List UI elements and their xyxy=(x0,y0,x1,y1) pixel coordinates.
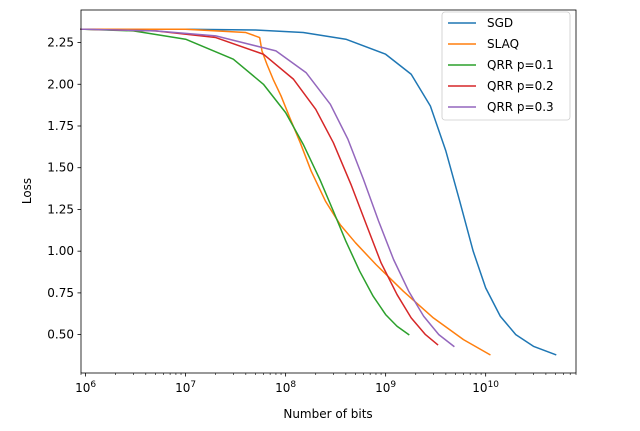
series-line-0 xyxy=(80,28,557,356)
plot-frame xyxy=(80,9,577,374)
series-line-2 xyxy=(80,28,410,336)
y-tick-label-2: 1.00 xyxy=(47,244,74,258)
legend-label-2: QRR p=0.1 xyxy=(487,58,554,72)
y-axis-label: Loss xyxy=(20,178,34,204)
y-tick-label-5: 1.75 xyxy=(47,119,74,133)
x-tick-label-4: 1010 xyxy=(472,380,499,395)
legend-label-3: QRR p=0.2 xyxy=(487,79,554,93)
x-tick-label-2: 108 xyxy=(275,380,296,395)
y-tick-label-1: 0.75 xyxy=(47,286,74,300)
legend-label-1: SLAQ xyxy=(487,37,519,51)
legend: SGD SLAQ QRR p=0.1 QRR p=0.2 QRR p=0.3 xyxy=(441,11,571,121)
y-tick-label-0: 0.50 xyxy=(47,328,74,342)
x-tick-label-3: 109 xyxy=(375,380,396,395)
legend-label-4: QRR p=0.3 xyxy=(487,100,554,114)
y-tick-label-7: 2.25 xyxy=(47,36,74,50)
y-tick-label-4: 1.50 xyxy=(47,161,74,175)
series-line-4 xyxy=(80,28,455,348)
x-ticks: 106 107 108 109 1010 xyxy=(75,373,577,395)
y-tick-label-3: 1.25 xyxy=(47,202,74,216)
legend-entries: SGD SLAQ QRR p=0.1 QRR p=0.2 QRR p=0.3 xyxy=(448,16,554,114)
y-tick-label-6: 2.00 xyxy=(47,77,74,91)
x-axis-label: Number of bits xyxy=(283,407,372,421)
series-line-1 xyxy=(80,28,491,356)
y-ticks: 0.50 0.75 1.00 1.25 1.50 1.75 2.00 2.25 xyxy=(47,36,81,342)
x-tick-label-0: 106 xyxy=(75,380,96,395)
x-tick-label-1: 107 xyxy=(175,380,196,395)
series-line-3 xyxy=(80,28,439,346)
series-layer xyxy=(80,28,557,356)
legend-label-0: SGD xyxy=(487,16,513,30)
legend-box xyxy=(441,11,571,121)
